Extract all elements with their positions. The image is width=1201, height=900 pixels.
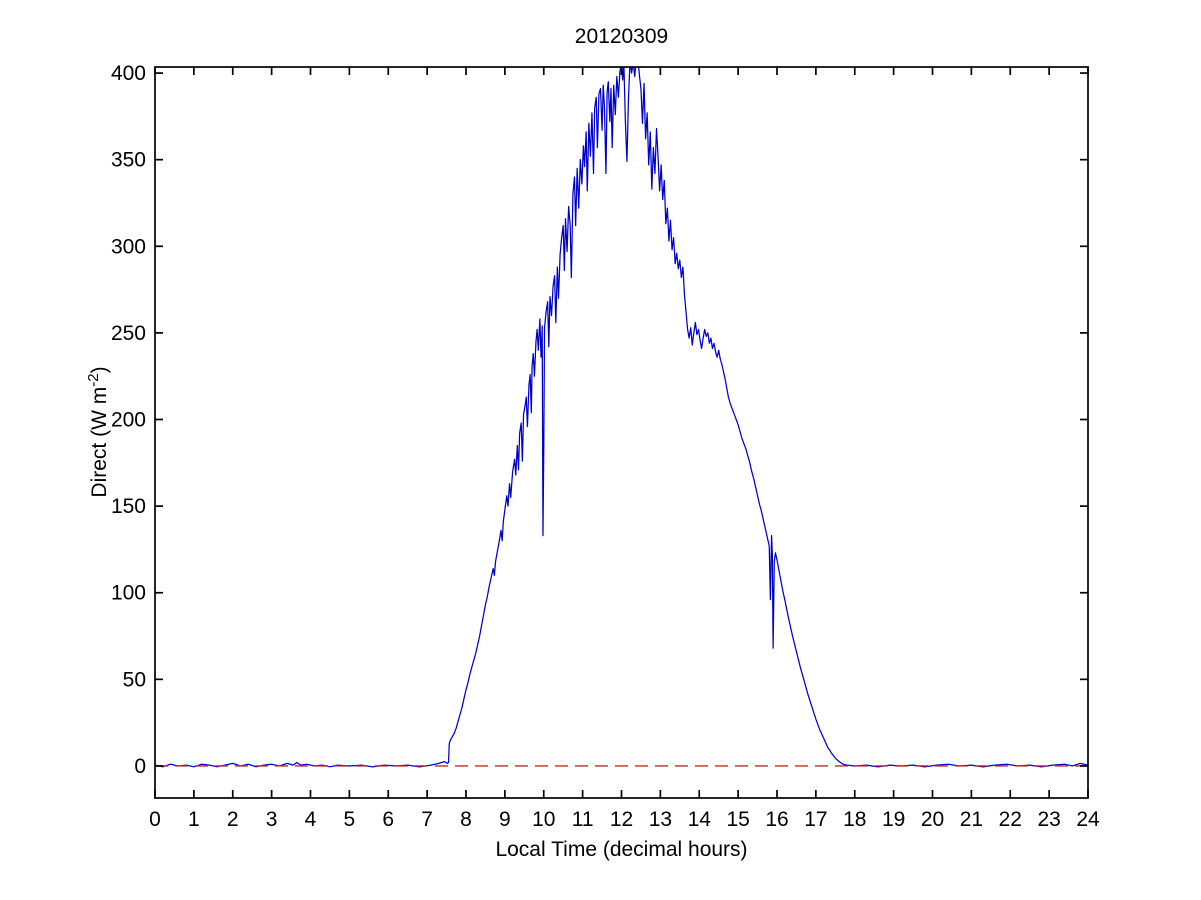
x-tick-label: 24 <box>1076 808 1100 831</box>
axes-frame <box>154 66 1089 799</box>
x-tick-label: 10 <box>532 808 555 831</box>
x-tick-label: 6 <box>382 808 394 831</box>
y-axis-label-suffix: ) <box>88 366 111 374</box>
x-tick-label: 20 <box>921 808 944 831</box>
x-tick-label: 22 <box>999 808 1022 831</box>
x-tick-label: 14 <box>688 808 712 831</box>
y-tick-label: 300 <box>111 235 146 258</box>
x-tick-label: 9 <box>499 808 511 831</box>
plot-title: 20120309 <box>574 25 669 48</box>
y-tick-label: 150 <box>111 495 146 518</box>
x-tick-label: 1 <box>188 808 200 831</box>
y-tick-label: 200 <box>111 409 146 432</box>
x-tick-label: 0 <box>149 808 161 831</box>
x-tick-label: 13 <box>649 808 672 831</box>
tick-marks <box>154 67 1089 798</box>
x-tick-label: 15 <box>726 808 749 831</box>
x-tick-label: 5 <box>344 808 356 831</box>
x-tick-label: 12 <box>610 808 633 831</box>
y-tick-label: 100 <box>111 582 146 605</box>
y-tick-label: 0 <box>134 755 146 778</box>
y-tick-label: 350 <box>111 149 146 172</box>
y-axis-label-text: Direct (W m <box>88 386 111 498</box>
x-tick-label: 8 <box>460 808 472 831</box>
x-tick-label: 21 <box>960 808 983 831</box>
x-tick-label: 17 <box>804 808 827 831</box>
y-axis-label: Direct (W m-2) <box>85 366 112 498</box>
x-tick-label: 2 <box>227 808 239 831</box>
x-tick-label: 23 <box>1037 808 1060 831</box>
x-tick-label: 7 <box>421 808 433 831</box>
y-tick-label: 50 <box>123 668 146 691</box>
x-tick-label: 11 <box>572 808 594 831</box>
y-axis-label-superscript: -2 <box>85 373 102 387</box>
x-tick-label: 16 <box>765 808 788 831</box>
x-tick-label: 18 <box>843 808 866 831</box>
x-tick-label: 4 <box>305 808 317 831</box>
direct-irradiance-line <box>155 67 1088 768</box>
y-tick-label: 250 <box>111 322 146 345</box>
x-tick-label: 3 <box>266 808 278 831</box>
data-series-group <box>155 67 1088 768</box>
x-axis-label: Local Time (decimal hours) <box>495 838 748 861</box>
y-tick-label: 400 <box>111 62 146 85</box>
x-tick-label: 19 <box>882 808 905 831</box>
